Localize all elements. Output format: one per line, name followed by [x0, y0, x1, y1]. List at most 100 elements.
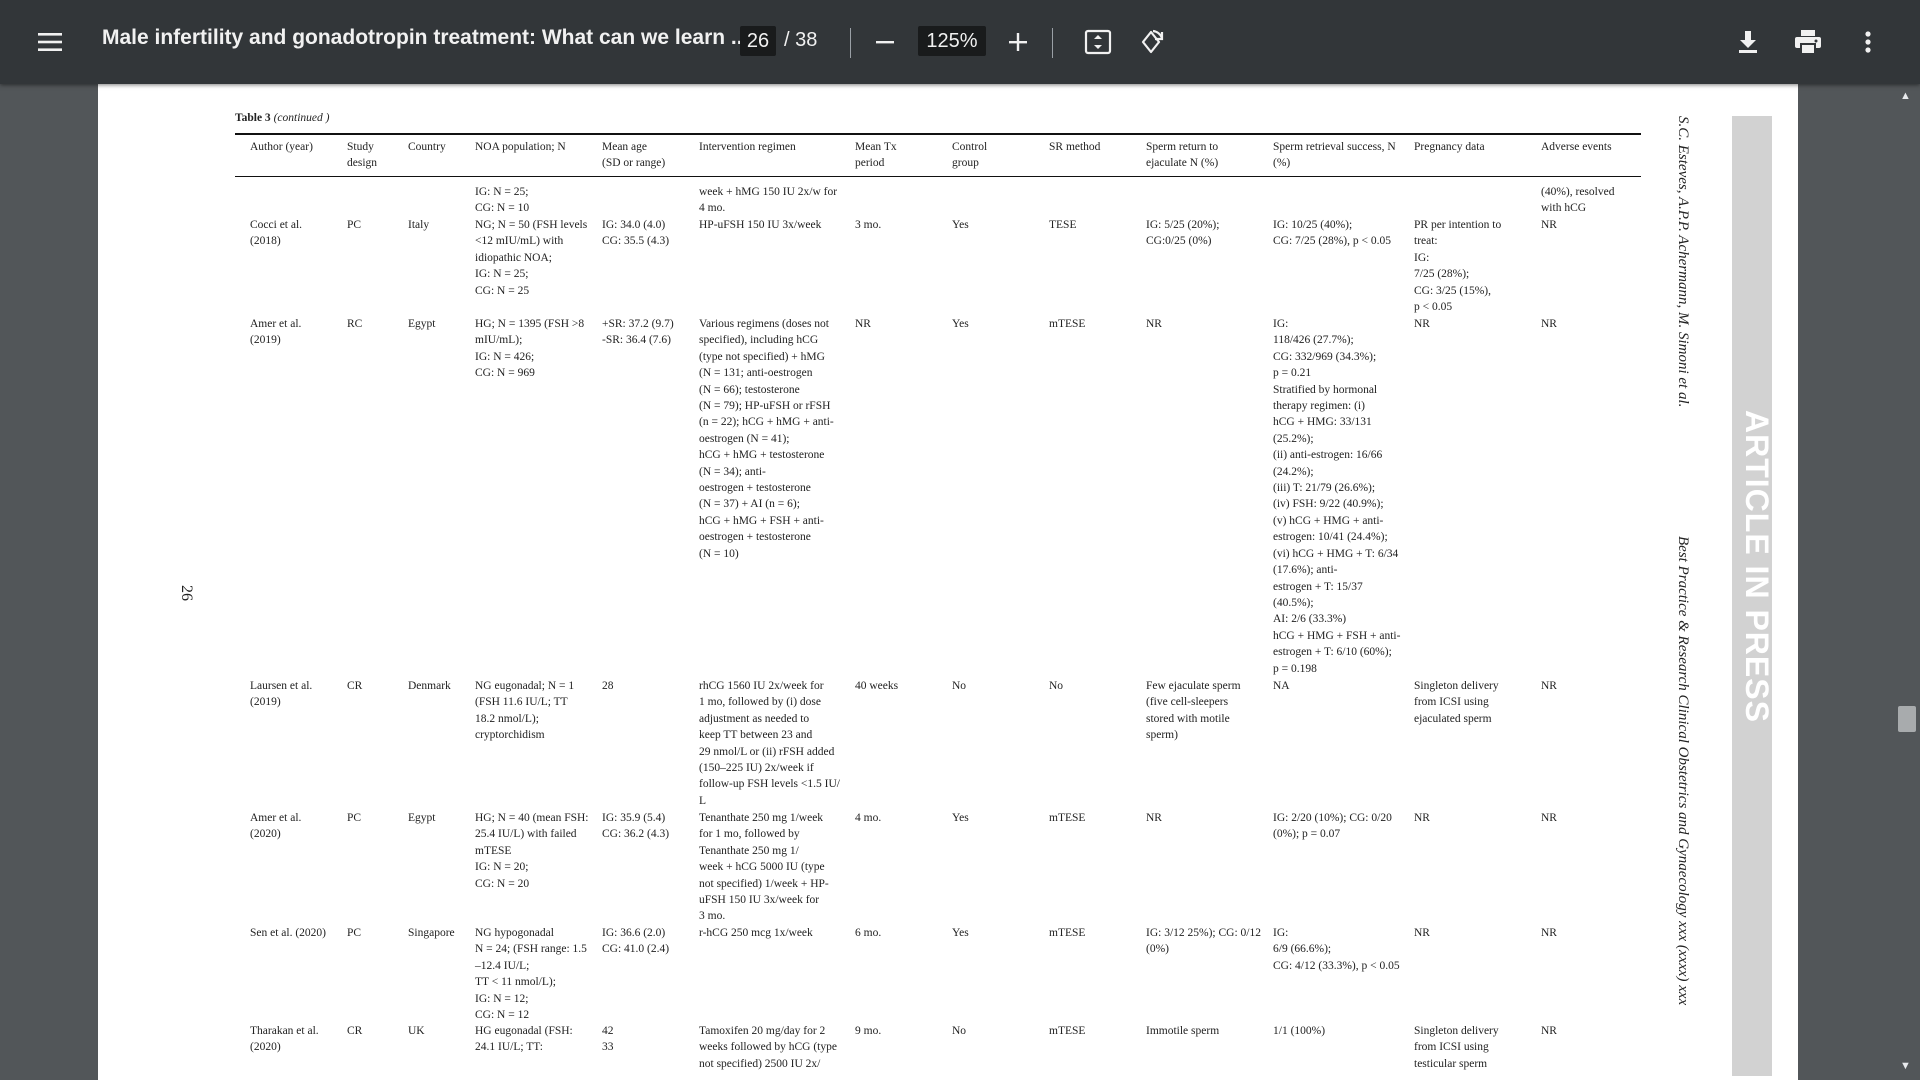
table-header-rule — [235, 176, 1641, 177]
minus-icon — [876, 41, 894, 44]
caption-continued: (continued ) — [273, 112, 330, 124]
table-top-rule — [235, 133, 1641, 135]
table-cell-mean-age: 28 — [602, 680, 614, 692]
table-cell-mean-tx-period: 4 mo. — [855, 812, 882, 824]
menu-button[interactable] — [30, 22, 70, 62]
scroll-up-arrow-icon[interactable]: ▲ — [1900, 90, 1911, 102]
table-cell-control-group: Yes — [952, 219, 969, 231]
rotate-icon — [1141, 29, 1164, 54]
more-options-button[interactable] — [1848, 22, 1888, 62]
table-cell-sperm-return: IG: 5/25 (20%); CG:0/25 (0%) — [1146, 219, 1220, 248]
table-cell-sr-method: No — [1049, 680, 1064, 692]
table-caption: Table 3 (continued ) — [235, 112, 329, 124]
table-cell-noa-population: NG hypogonadal N = 24; (FSH range: 1.5 –… — [475, 927, 587, 1022]
table-cell-country: Egypt — [408, 318, 436, 330]
column-header-noa-population: NOA population; N — [475, 141, 566, 153]
table-cell-adverse-events: NR — [1541, 680, 1557, 692]
table-cell-sperm-retrieval-success: IG: 2/20 (10%); CG: 0/20 (0%); p = 0.07 — [1273, 812, 1392, 841]
article-in-press-band — [1732, 116, 1772, 1076]
table-cell-author-year: Cocci et al. (2018) — [250, 219, 303, 248]
table-cell-study-design: PC — [347, 812, 362, 824]
print-button[interactable] — [1788, 22, 1828, 62]
download-button[interactable] — [1728, 22, 1768, 62]
table-cell-sr-method: mTESE — [1049, 318, 1086, 330]
scroll-down-arrow-icon[interactable]: ▼ — [1900, 1060, 1911, 1072]
column-header-sperm-retrieval-success: Sperm retrieval success, N (%) — [1273, 141, 1396, 169]
table-cell-intervention-regimen: rhCG 1560 IU 2x/week for 1 mo, followed … — [699, 680, 840, 807]
toolbar-divider — [1052, 28, 1053, 58]
hamburger-icon — [38, 33, 62, 51]
article-in-press-label: ARTICLE IN PRESS — [1739, 410, 1775, 723]
table-cell-pregnancy-data: Singleton delivery from ICSI using testi… — [1414, 1025, 1499, 1070]
page-total: / 38 — [784, 29, 818, 51]
table-cell-author-year: Sen et al. (2020) — [250, 927, 327, 939]
table-cell-mean-tx-period: NR — [855, 318, 871, 330]
table-cell-author-year: Amer et al. (2020) — [250, 812, 302, 841]
column-header-country: Country — [408, 141, 446, 153]
table-cell-mean-age: +SR: 37.2 (9.7) -SR: 36.4 (7.6) — [602, 318, 674, 347]
table-cell-control-group: Yes — [952, 812, 969, 824]
table-cell-mean-age: IG: 35.9 (5.4) CG: 36.2 (4.3) — [602, 812, 670, 841]
column-header-study-design: Study design — [347, 141, 378, 169]
page-number: 26 — [178, 585, 195, 601]
table-cell-author-year: Tharakan et al. (2020) — [250, 1025, 319, 1054]
table-cell-mean-tx-period: 3 mo. — [855, 219, 882, 231]
table-cell-study-design: PC — [347, 927, 362, 939]
more-vert-icon — [1865, 31, 1871, 53]
scrollbar-thumb[interactable] — [1898, 706, 1916, 732]
table-cell-adverse-events: NR — [1541, 219, 1557, 231]
table-cell-noa-population: HG; N = 1395 (FSH >8 mIU/mL); IG: N = 42… — [475, 318, 585, 380]
table-cell-intervention-regimen: HP-uFSH 150 IU 3x/week — [699, 219, 822, 231]
plus-icon — [1009, 33, 1027, 51]
column-header-author-year: Author (year) — [250, 141, 313, 153]
column-header-adverse-events: Adverse events — [1541, 141, 1612, 153]
table-cell-country: Italy — [408, 219, 430, 231]
table-cell-sr-method: mTESE — [1049, 1025, 1086, 1037]
document-title: Male infertility and gonadotropin treatm… — [102, 26, 749, 49]
download-icon — [1739, 31, 1757, 53]
table-cell-mean-tx-period: 6 mo. — [855, 927, 882, 939]
fit-page-icon — [1084, 29, 1112, 55]
zoom-in-button[interactable] — [998, 22, 1038, 62]
table-cell-noa-population: NG; N = 50 (FSH levels <12 mIU/mL) with … — [475, 219, 588, 297]
table-cell-pregnancy-data: NR — [1414, 927, 1430, 939]
table-cell-control-group: Yes — [952, 318, 969, 330]
print-icon — [1795, 30, 1821, 55]
zoom-out-button[interactable] — [865, 22, 905, 62]
table-cell-country: Egypt — [408, 812, 436, 824]
table-cell-study-design: CR — [347, 680, 363, 692]
column-header-sr-method: SR method — [1049, 141, 1101, 153]
table-cell-control-group: No — [952, 1025, 967, 1037]
rotate-button[interactable] — [1131, 22, 1171, 62]
running-head-journal: Best Practice & Research Clinical Obstet… — [1675, 536, 1691, 1006]
table-cell-control-group: Yes — [952, 927, 969, 939]
table-cell-control-group: No — [952, 680, 967, 692]
vertical-scrollbar[interactable]: ▲ ▼ — [1894, 84, 1920, 1080]
table-cell-sr-method: TESE — [1049, 219, 1077, 231]
zoom-level-input[interactable]: 125% — [918, 26, 986, 56]
page-number-input[interactable]: 26 — [740, 26, 776, 56]
running-head-authors: S.C. Esteves, A.P.P. Achermann, M. Simon… — [1675, 116, 1691, 408]
table-cell-mean-tx-period: 40 weeks — [855, 680, 899, 692]
table-cell-pregnancy-data: NR — [1414, 318, 1430, 330]
fit-to-page-button[interactable] — [1078, 22, 1118, 62]
table-cell-mean-tx-period: 9 mo. — [855, 1025, 882, 1037]
table-cell-intervention-regimen: r-hCG 250 mcg 1x/week — [699, 927, 813, 939]
table-cell-sperm-return: NR — [1146, 812, 1162, 824]
table-cell-adverse-events: NR — [1541, 318, 1557, 330]
caption-label: Table 3 — [235, 112, 271, 124]
toolbar-divider — [850, 28, 851, 58]
table-cell-sr-method: mTESE — [1049, 927, 1086, 939]
table-cell-study-design: RC — [347, 318, 363, 330]
table-cell-pregnancy-data: Singleton delivery from ICSI using ejacu… — [1414, 680, 1499, 725]
table-cell-noa-population: NG eugonadal; N = 1 (FSH 11.6 IU/L; TT 1… — [475, 680, 575, 742]
table-cell-sperm-retrieval-success: NA — [1273, 680, 1290, 692]
table-cell-study-design: CR — [347, 1025, 363, 1037]
pdf-viewer[interactable]: Table 3 (continued ) Author (year) Study … — [0, 84, 1920, 1080]
table-cell-sperm-retrieval-success: IG: 118/426 (27.7%); CG: 332/969 (34.3%)… — [1273, 318, 1401, 675]
table-cell-mean-age: IG: 36.6 (2.0) CG: 41.0 (2.4) — [602, 927, 670, 956]
table-cell-pregnancy-data: PR per intention to treat: IG: 7/25 (28%… — [1414, 219, 1502, 314]
table-cell-mean-age: 42 33 — [602, 1025, 614, 1054]
table-cell-noa-population: IG: N = 25; CG: N = 10 — [475, 186, 530, 215]
table-cell-pregnancy-data: NR — [1414, 812, 1430, 824]
